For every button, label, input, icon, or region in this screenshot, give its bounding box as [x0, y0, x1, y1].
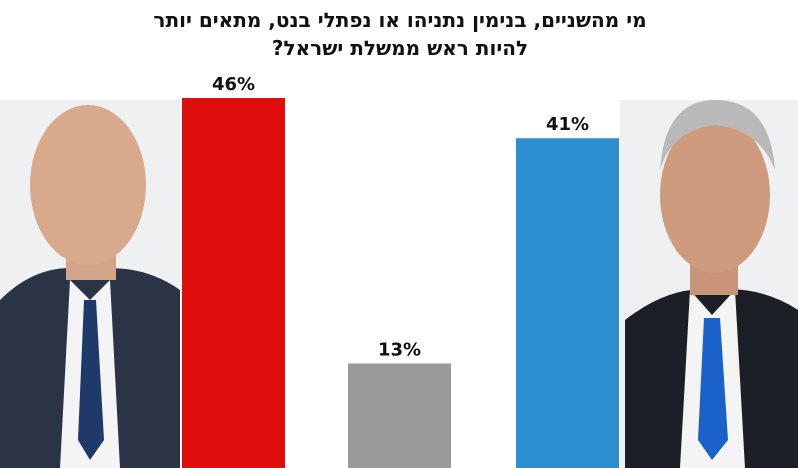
bar [182, 98, 285, 468]
value-label: 46% [212, 74, 255, 95]
bar [516, 138, 619, 468]
left-portrait [0, 100, 180, 468]
value-label: 13% [378, 339, 421, 360]
right-portrait [620, 100, 798, 468]
value-label: 41% [546, 114, 589, 135]
bar [348, 363, 451, 468]
chart-title: מי מהשניים, בנימין נתניהו או נפתלי בנט, … [153, 8, 647, 60]
